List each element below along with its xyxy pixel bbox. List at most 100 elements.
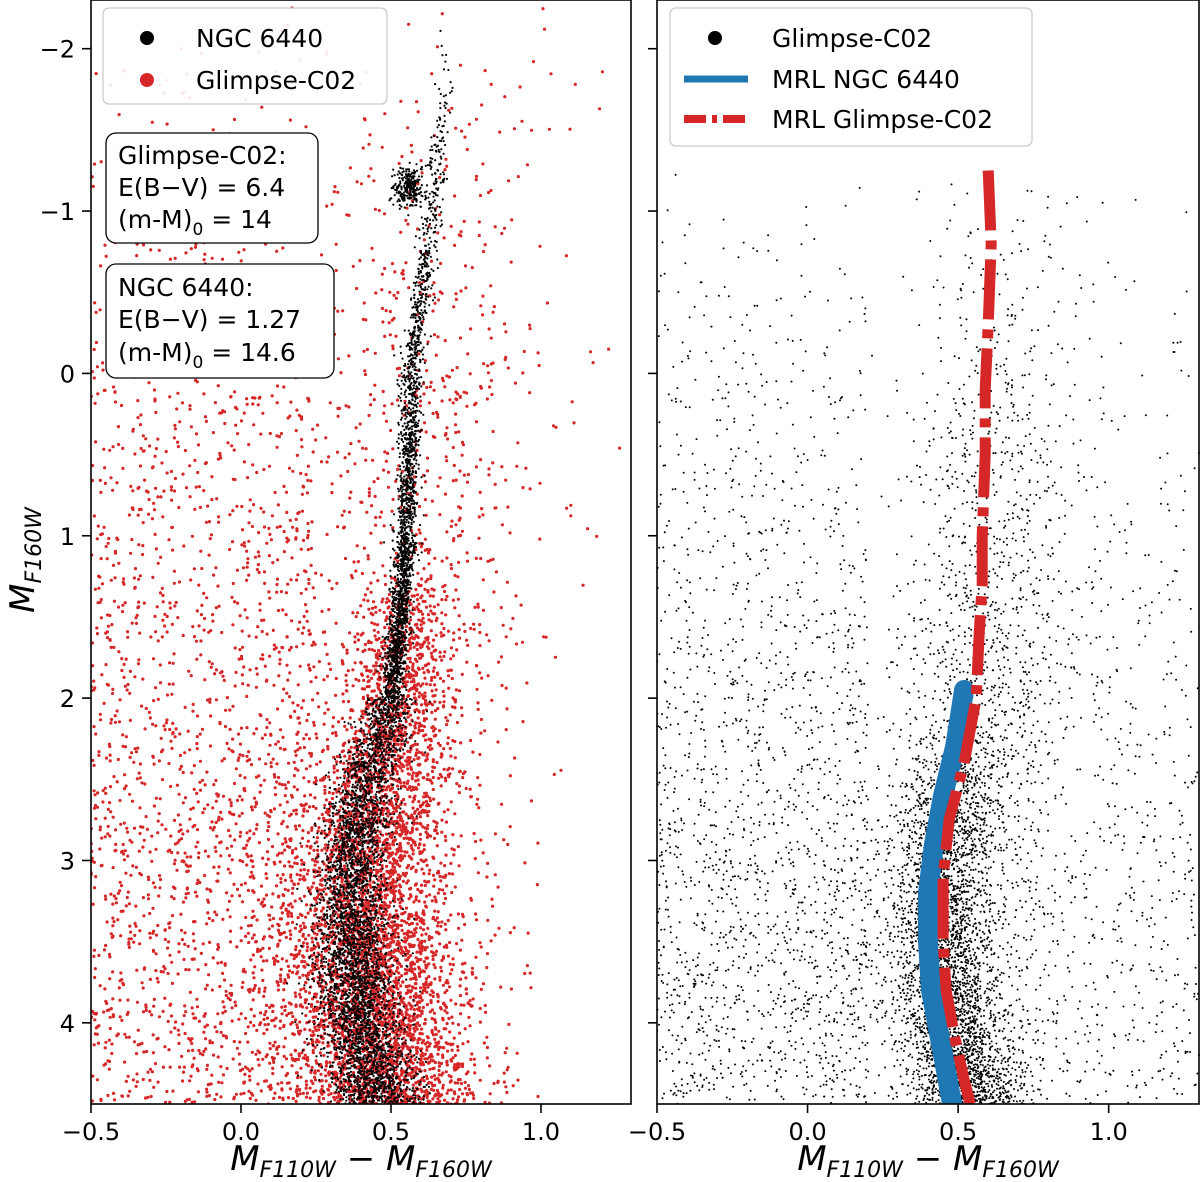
glimpse-c02-point	[152, 501, 156, 505]
glimpse-c02-point	[225, 1066, 229, 1071]
glimpse-c02-point	[109, 892, 113, 896]
glimpse-c02-point	[478, 193, 483, 198]
glimpse-c02-point	[320, 1084, 324, 1088]
glimpse-c02-point	[199, 951, 203, 956]
glimpse-c02-point	[454, 430, 458, 435]
glimpse-c02-point	[421, 1005, 425, 1010]
glimpse-c02-point	[268, 721, 272, 725]
glimpse-c02-point	[305, 491, 309, 495]
glimpse-c02-point	[104, 1040, 108, 1044]
glimpse-c02-point	[432, 836, 437, 841]
glimpse-c02-point	[103, 466, 107, 470]
glimpse-c02-point	[254, 827, 258, 831]
glimpse-c02-point	[93, 401, 97, 405]
glimpse-c02-point	[169, 469, 173, 474]
glimpse-c02-point	[428, 1105, 431, 1108]
glimpse-c02-point	[173, 842, 178, 846]
glimpse-c02-point	[290, 879, 294, 883]
glimpse-c02-point	[376, 579, 380, 583]
glimpse-c02-point	[502, 1080, 506, 1084]
glimpse-c02-point	[406, 126, 410, 130]
glimpse-c02-point	[228, 798, 232, 802]
glimpse-c02-point	[306, 521, 310, 526]
glimpse-c02-point	[206, 911, 210, 915]
glimpse-c02-point	[440, 598, 444, 602]
glimpse-c02-point	[98, 712, 102, 716]
glimpse-c02-point	[353, 640, 357, 644]
glimpse-c02-point	[414, 587, 418, 592]
glimpse-c02-point	[137, 543, 141, 547]
glimpse-c02-point	[289, 793, 294, 797]
glimpse-c02-point	[505, 1090, 509, 1095]
glimpse-c02-point	[423, 537, 427, 541]
glimpse-c02-point	[248, 498, 252, 502]
glimpse-c02-point	[434, 930, 439, 934]
glimpse-c02-point	[477, 220, 481, 224]
glimpse-c02-point	[240, 629, 244, 633]
glimpse-c02-point	[257, 1063, 261, 1067]
glimpse-c02-point	[240, 811, 244, 816]
glimpse-c02-point	[117, 442, 121, 447]
glimpse-c02-point	[407, 22, 411, 26]
glimpse-c02-point	[450, 519, 454, 523]
glimpse-c02-point	[531, 60, 536, 64]
glimpse-c02-point	[382, 468, 386, 472]
glimpse-c02-point	[362, 349, 366, 353]
glimpse-c02-point	[202, 591, 206, 596]
glimpse-c02-point	[210, 497, 214, 502]
glimpse-c02-point	[240, 543, 244, 547]
glimpse-c02-point	[492, 1081, 496, 1086]
glimpse-c02-point	[299, 1075, 303, 1079]
glimpse-c02-point	[430, 676, 434, 680]
glimpse-c02-point	[296, 768, 300, 772]
glimpse-c02-point	[507, 179, 511, 183]
glimpse-c02-point	[103, 786, 107, 790]
glimpse-c02-point	[188, 1038, 193, 1042]
glimpse-c02-point	[420, 933, 424, 937]
glimpse-c02-point	[235, 887, 240, 892]
glimpse-c02-point	[263, 581, 267, 586]
glimpse-c02-point	[246, 561, 250, 565]
glimpse-c02-point	[361, 146, 365, 150]
glimpse-c02-point	[340, 716, 344, 721]
glimpse-c02-point	[265, 959, 269, 963]
glimpse-c02-point	[423, 1042, 427, 1046]
glimpse-c02-point	[151, 754, 155, 758]
glimpse-c02-point	[207, 553, 211, 557]
glimpse-c02-point	[256, 947, 260, 951]
glimpse-c02-point	[458, 984, 462, 988]
glimpse-c02-point	[438, 700, 442, 704]
glimpse-c02-point	[126, 854, 130, 858]
glimpse-c02-point	[262, 994, 266, 999]
glimpse-c02-point	[455, 942, 459, 946]
glimpse-c02-point	[128, 691, 132, 696]
glimpse-c02-point	[265, 1016, 270, 1020]
glimpse-c02-point	[280, 1088, 284, 1092]
glimpse-c02-point	[447, 872, 451, 876]
glimpse-c02-point	[428, 385, 432, 389]
glimpse-c02-point	[229, 983, 233, 987]
glimpse-c02-point	[207, 630, 211, 634]
glimpse-c02-point	[246, 924, 251, 928]
glimpse-c02-point	[363, 593, 368, 597]
glimpse-c02-point	[454, 523, 458, 527]
glimpse-c02-point	[146, 1070, 150, 1074]
glimpse-c02-point	[384, 1105, 387, 1108]
glimpse-c02-point	[422, 392, 426, 396]
glimpse-c02-point	[305, 1083, 309, 1087]
glimpse-c02-point	[451, 833, 455, 837]
glimpse-c02-point	[108, 955, 112, 959]
glimpse-c02-point	[202, 1030, 206, 1034]
glimpse-c02-point	[120, 610, 125, 614]
glimpse-c02-point	[205, 1023, 209, 1027]
glimpse-c02-point	[186, 729, 190, 733]
glimpse-c02-point	[305, 872, 309, 876]
glimpse-c02-point	[420, 171, 424, 175]
glimpse-c02-point	[280, 911, 284, 915]
glimpse-c02-point	[459, 1003, 463, 1007]
glimpse-c02-point	[188, 495, 192, 499]
glimpse-c02-point	[388, 309, 392, 314]
glimpse-c02-point	[384, 459, 388, 463]
glimpse-c02-point	[283, 1004, 287, 1009]
glimpse-c02-point	[477, 536, 481, 540]
